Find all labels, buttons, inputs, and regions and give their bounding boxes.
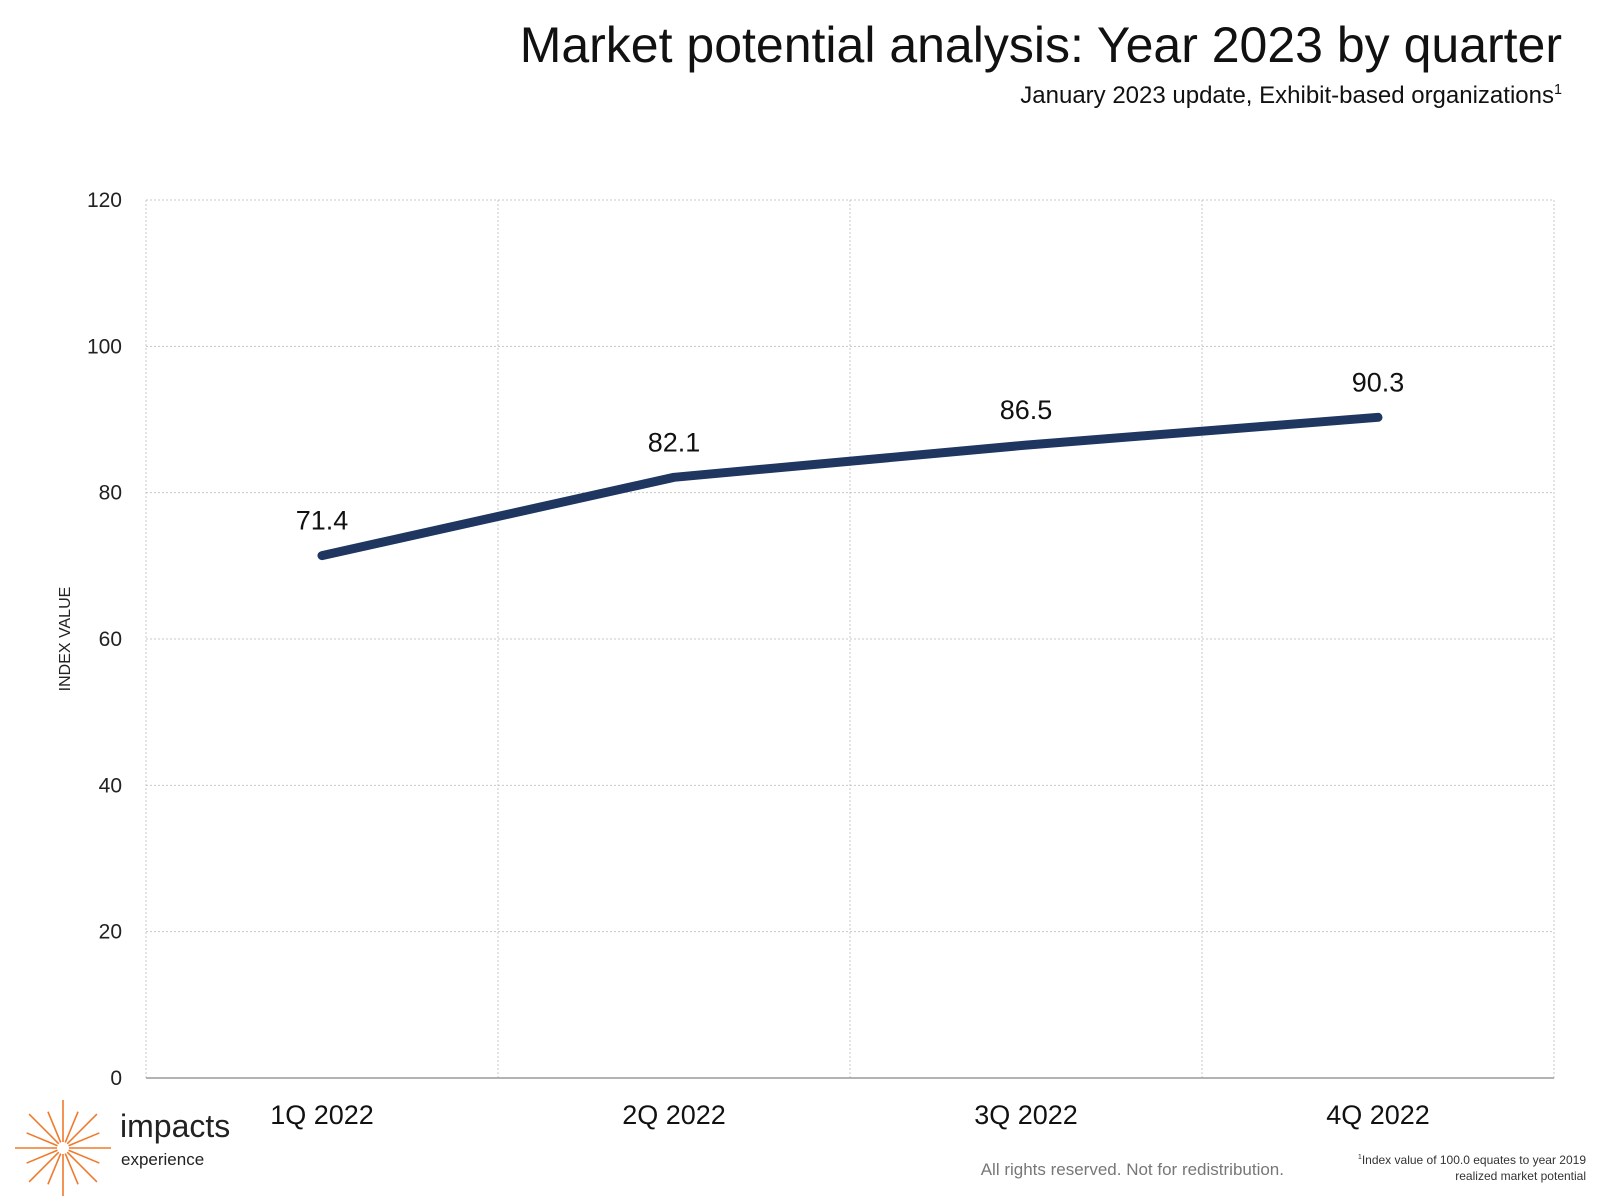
logo-name: impacts [120,1108,231,1144]
footnote: 1Index value of 100.0 equates to year 20… [1326,1152,1586,1184]
y-tick-label: 0 [110,1067,122,1090]
starburst-ray [26,1132,58,1147]
chart-series [317,412,1383,561]
starburst-ray [47,1111,62,1143]
starburst-icon [15,1100,111,1196]
y-tick-label: 80 [99,482,122,505]
subtitle-text: January 2023 update, Exhibit-based organ… [1020,82,1554,109]
x-tick-label: 3Q 2022 [974,1100,1078,1130]
data-point [1376,415,1380,420]
data-point [672,475,676,480]
starburst-ray [66,1113,98,1145]
starburst-ray [64,1111,79,1143]
series-line [317,412,1383,561]
footnote-text: Index value of 100.0 equates to year 201… [1361,1153,1586,1184]
y-tick-label: 60 [99,628,122,651]
starburst-ray [26,1149,58,1164]
footnote-marker: 1 [1357,1152,1362,1161]
starburst-ray [28,1113,60,1145]
x-tick-label: 4Q 2022 [1326,1100,1430,1130]
data-point [320,553,324,558]
starburst-ray [64,1153,79,1185]
x-axis-ticks: 1Q 2022 2Q 2022 3Q 2022 4Q 2022 [270,1100,1430,1130]
starburst-ray [68,1149,100,1164]
starburst-ray [66,1151,98,1183]
chart-title: Market potential analysis: Year 2023 by … [519,17,1562,73]
y-tick-label: 20 [99,921,122,944]
data-labels: 71.4 82.1 86.5 90.3 [296,367,1405,535]
y-tick-label: 40 [99,774,122,797]
chart-subtitle: January 2023 update, Exhibit-based organ… [1020,82,1562,110]
logo-subtitle: experience [121,1150,205,1169]
data-label: 82.1 [648,427,701,457]
subtitle-footnote-marker: 1 [1553,82,1562,98]
starburst-ray [28,1151,60,1183]
data-point [1024,443,1028,448]
y-axis-label: INDEX VALUE [57,587,74,692]
starburst-ray [68,1132,100,1147]
y-tick-label: 120 [87,189,122,212]
rights-notice: All rights reserved. Not for redistribut… [980,1160,1284,1179]
impacts-logo: impacts experience [8,1098,248,1198]
x-tick-label: 2Q 2022 [622,1100,726,1130]
data-label: 90.3 [1352,367,1405,397]
y-tick-label: 100 [87,335,122,358]
x-tick-label: 1Q 2022 [270,1100,374,1130]
data-label: 86.5 [1000,395,1053,425]
starburst-ray [47,1153,62,1185]
data-label: 71.4 [296,506,349,536]
chart-grid [145,199,1555,1079]
y-axis-ticks: 0 20 40 60 80 100 120 [87,189,122,1090]
